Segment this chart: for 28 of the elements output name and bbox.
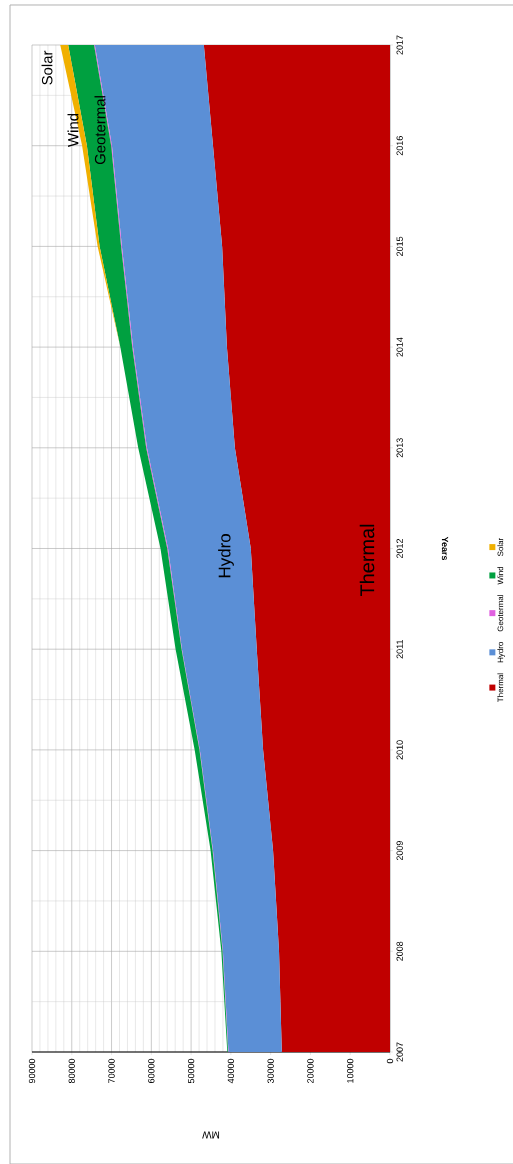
x-tick-label: 70000: [108, 1058, 115, 1083]
y-tick-label: 2013: [396, 438, 403, 458]
y-tick-label: 2016: [396, 136, 403, 156]
annotation: Geotermal: [94, 96, 106, 165]
y-tick-label: 2007: [396, 1042, 403, 1062]
y-tick-label: 2017: [396, 35, 403, 55]
y-tick-label: 2012: [396, 538, 403, 559]
annotation: Thermal: [359, 524, 375, 597]
x-tick-label: 0: [386, 1058, 394, 1064]
y-tick-label: 2011: [396, 640, 403, 659]
y-tick-label: 2010: [396, 740, 403, 760]
x-axis-title: MW: [202, 1131, 220, 1139]
x-tick-label: 30000: [267, 1058, 274, 1084]
y-tick-label: 2008: [396, 941, 403, 961]
x-tick-label: 40000: [227, 1058, 235, 1084]
y-tick-label: 2015: [396, 236, 403, 256]
x-tick-label: 50000: [187, 1058, 195, 1084]
annotation: Hydro: [218, 534, 234, 578]
x-tick-label: 10000: [347, 1058, 354, 1083]
x-tick-label: 90000: [28, 1058, 36, 1084]
x-tick-label: 20000: [307, 1058, 314, 1083]
y-tick-label: 2009: [396, 841, 403, 861]
y-tick-label: 2014: [396, 337, 403, 357]
x-tick-label: 60000: [148, 1058, 155, 1083]
y-axis-title: Years: [441, 536, 449, 561]
annotation: Wind: [67, 113, 79, 147]
x-tick-label: 80000: [68, 1058, 75, 1084]
annotation: Solar: [41, 50, 53, 85]
